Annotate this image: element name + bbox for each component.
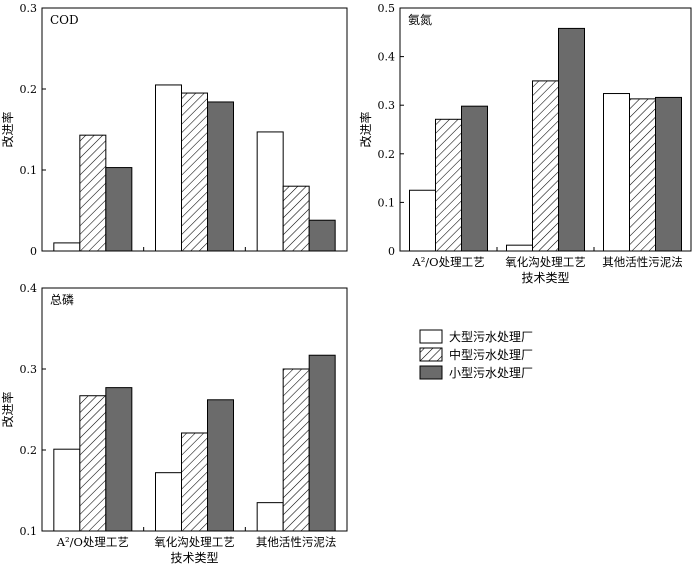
bar-series-2-cat-2 xyxy=(532,80,559,252)
bar-series-2-cat-2 xyxy=(181,432,208,532)
y-axis-title: 改进率 xyxy=(358,111,373,147)
panel-title: 氨氮 xyxy=(408,12,432,27)
bar-series-3-cat-3 xyxy=(655,96,682,252)
y-tick-label: 0.3 xyxy=(20,363,38,376)
y-tick-label: 0.4 xyxy=(20,282,38,295)
x-axis-title: 技术类型 xyxy=(170,551,218,564)
bar-series-2-cat-3 xyxy=(629,98,656,252)
bar-series-1-cat-1 xyxy=(409,189,436,252)
x-category-label: 氧化沟处理工艺 xyxy=(505,255,586,269)
legend-swatch-1 xyxy=(419,329,443,344)
y-tick-label: 0.1 xyxy=(378,196,396,209)
bar-series-2-cat-2 xyxy=(181,92,208,252)
y-tick-label: 0.3 xyxy=(378,99,396,112)
bar-series-3-cat-3 xyxy=(308,219,336,252)
bar-series-3-cat-3 xyxy=(308,354,336,532)
y-axis-title: 改进率 xyxy=(0,111,15,147)
y-tick-label: 0 xyxy=(388,245,395,258)
bar-series-1-cat-3 xyxy=(256,502,284,532)
bar-series-2-cat-3 xyxy=(282,185,310,252)
bar-series-3-cat-2 xyxy=(207,101,234,252)
bar-series-3-cat-2 xyxy=(558,27,585,252)
bar-series-3-cat-1 xyxy=(105,167,133,252)
legend-label-3: 小型污水处理厂 xyxy=(449,366,533,380)
y-tick-label: 0.2 xyxy=(20,83,38,96)
bar-series-1-cat-3 xyxy=(256,131,284,252)
y-tick-label: 0.1 xyxy=(20,525,38,538)
bar-series-1-cat-2 xyxy=(506,244,533,252)
y-tick-label: 0.2 xyxy=(20,444,38,457)
panel-title: 总磷 xyxy=(50,292,74,307)
y-axis-title: 改进率 xyxy=(0,391,15,427)
y-tick-label: 0.1 xyxy=(20,164,38,177)
x-category-label: 氧化沟处理工艺 xyxy=(154,535,235,549)
y-tick-label: 0.5 xyxy=(378,2,396,15)
bar-series-1-cat-1 xyxy=(53,448,81,532)
legend-label-1: 大型污水处理厂 xyxy=(449,330,533,344)
y-tick-label: 0.3 xyxy=(20,2,38,15)
bar-series-1-cat-2 xyxy=(155,472,182,532)
bar-series-1-cat-2 xyxy=(155,84,182,252)
y-tick-label: 0 xyxy=(30,245,37,258)
bar-series-2-cat-1 xyxy=(79,395,107,532)
x-category-label: A²/O处理工艺 xyxy=(56,535,129,549)
bar-series-1-cat-3 xyxy=(603,93,630,252)
bar-series-2-cat-1 xyxy=(435,118,462,252)
bar-series-2-cat-1 xyxy=(79,134,107,252)
bar-series-3-cat-2 xyxy=(207,399,234,532)
legend-swatch-2 xyxy=(419,347,443,362)
x-category-label: A²/O处理工艺 xyxy=(411,255,484,269)
legend-swatch-3 xyxy=(419,365,443,380)
bar-series-3-cat-1 xyxy=(105,387,133,532)
x-axis-title: 技术类型 xyxy=(521,271,569,285)
y-tick-label: 0.4 xyxy=(378,51,396,64)
panel-cod: 0 0.1 0.2 0.3 COD 改进率 xyxy=(0,2,348,258)
x-category-label: 其他活性污泥法 xyxy=(256,535,337,549)
x-category-label: 其他活性污泥法 xyxy=(602,255,683,269)
panel-title: COD xyxy=(50,13,79,27)
bar-series-3-cat-1 xyxy=(461,105,488,252)
y-tick-label: 0.2 xyxy=(378,148,396,161)
legend-label-2: 中型污水处理厂 xyxy=(449,347,533,362)
bar-series-1-cat-1 xyxy=(53,242,81,252)
bar-series-2-cat-3 xyxy=(282,368,310,532)
